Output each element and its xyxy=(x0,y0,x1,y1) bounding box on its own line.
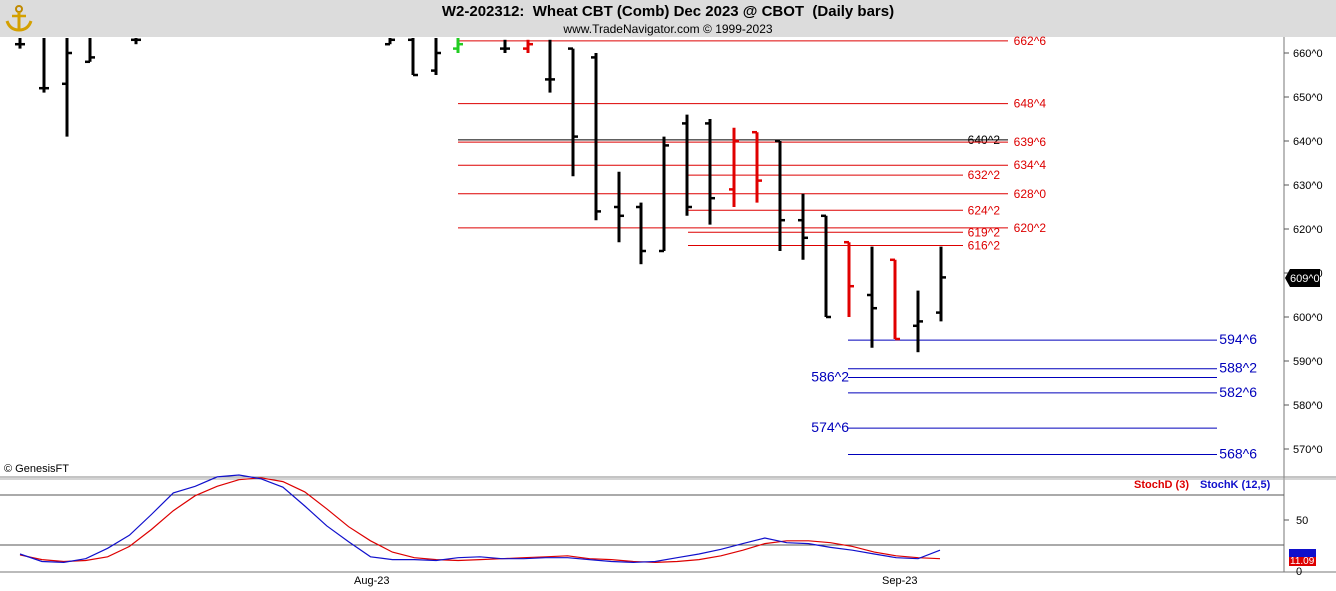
price-bar xyxy=(752,130,762,203)
chart-title: W2-202312: Wheat CBT (Comb) Dec 2023 @ C… xyxy=(441,3,895,20)
price-axis-label: 570^0 xyxy=(1293,444,1323,456)
price-bar xyxy=(131,38,141,45)
price-bar xyxy=(775,139,785,251)
level-label: 634^4 xyxy=(1014,158,1047,172)
level-label: 588^2 xyxy=(1219,360,1257,376)
stoch-tick-50: 50 xyxy=(1296,515,1308,527)
level-label: 574^6 xyxy=(811,419,849,435)
level-label: 628^0 xyxy=(1014,187,1047,201)
price-axis-label: 600^0 xyxy=(1293,312,1323,324)
stochd-line xyxy=(19,477,941,564)
level-label: 582^6 xyxy=(1219,384,1257,400)
copyright-text: www.TradeNavigator.com © 1999-2023 xyxy=(563,22,773,36)
price-axis-label: 580^0 xyxy=(1293,400,1323,412)
price-bar xyxy=(62,38,72,137)
price-axis-label: 630^0 xyxy=(1293,180,1323,192)
anchor-logo-icon xyxy=(5,5,33,32)
price-axis-label: 620^0 xyxy=(1293,224,1323,236)
watermark: © GenesisFT xyxy=(4,463,69,475)
stoch-last-value-tag: 11.09 xyxy=(1289,549,1316,567)
price-bar xyxy=(913,290,923,353)
level-label: 619^2 xyxy=(968,225,1001,239)
price-bar xyxy=(545,39,555,93)
price-bar xyxy=(500,39,510,53)
stochk-line xyxy=(19,474,941,564)
level-label: 620^2 xyxy=(1014,221,1047,235)
price-bar xyxy=(15,38,25,49)
legend-stochd: StochD (3) xyxy=(1134,479,1189,491)
price-bar xyxy=(614,171,624,243)
price-bar xyxy=(682,114,692,216)
last-price-tag: 609^0 xyxy=(1285,269,1320,287)
price-bar xyxy=(936,246,946,322)
price-axis-label: 590^0 xyxy=(1293,356,1323,368)
price-bar xyxy=(85,38,95,64)
price-bar xyxy=(568,47,578,177)
price-bar xyxy=(821,214,831,319)
price-bar xyxy=(705,119,715,225)
level-lines: 662^6 648^4 640^2 639^6 634^4 632^2 628^0 624^2… xyxy=(458,34,1257,462)
x-label-sep: Sep-23 xyxy=(882,575,917,587)
price-bar xyxy=(591,53,601,221)
level-label: 662^6 xyxy=(1014,34,1047,48)
price-bar xyxy=(39,38,49,93)
level-label: 616^2 xyxy=(968,239,1001,253)
level-label: 594^6 xyxy=(1219,331,1257,347)
price-bar xyxy=(890,258,900,341)
title-bar: W2-202312: Wheat CBT (Comb) Dec 2023 @ C… xyxy=(0,0,1336,37)
price-axis-label: 650^0 xyxy=(1293,92,1323,104)
price-axis: 660^0650^0640^0630^0620^0610^0600^0590^0… xyxy=(1284,48,1323,456)
level-label: 586^2 xyxy=(811,369,849,385)
price-bar xyxy=(523,39,533,53)
last-price-label: 609^0 xyxy=(1290,273,1320,285)
price-axis-label: 640^0 xyxy=(1293,136,1323,148)
level-label: 648^4 xyxy=(1014,97,1047,111)
price-bar xyxy=(659,136,669,253)
level-label: 632^2 xyxy=(968,168,1001,182)
price-bar xyxy=(385,38,395,46)
price-bar xyxy=(636,202,646,265)
price-axis-label: 660^0 xyxy=(1293,48,1323,60)
price-bar xyxy=(431,38,441,75)
x-label-aug: Aug-23 xyxy=(354,575,389,587)
level-label: 640^2 xyxy=(968,133,1001,147)
price-bar xyxy=(844,240,854,317)
legend-stochk: StochK (12,5) xyxy=(1200,479,1271,491)
price-bars xyxy=(15,38,946,353)
stoch-last-value-label: 11.09 xyxy=(1290,556,1315,567)
level-label: 639^6 xyxy=(1014,135,1047,149)
price-bar xyxy=(729,127,739,207)
price-bar xyxy=(798,193,808,260)
level-label: 568^6 xyxy=(1219,446,1257,462)
price-bar xyxy=(408,38,418,77)
level-label: 624^2 xyxy=(968,203,1001,217)
price-bar xyxy=(867,246,877,348)
stochastic-panel[interactable] xyxy=(0,474,1289,564)
stoch-tick-0: 0 xyxy=(1296,566,1302,578)
price-bar xyxy=(453,38,463,53)
